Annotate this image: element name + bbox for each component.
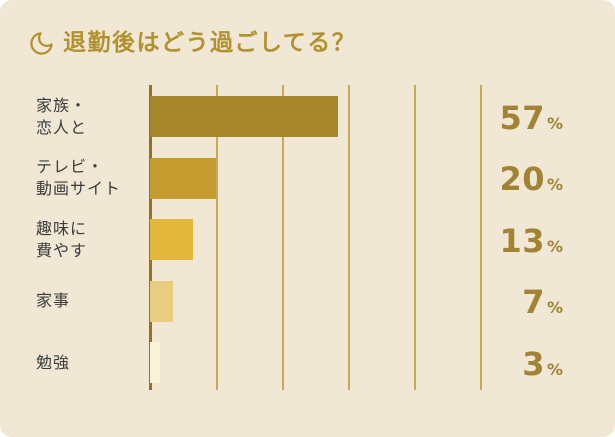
bar-4 <box>150 280 174 322</box>
value-label: 13% <box>443 222 563 260</box>
chart-title: 退勤後はどう過ごしてる？ <box>63 30 357 56</box>
value-number: 20 <box>499 160 545 198</box>
value-number: 3 <box>522 344 545 383</box>
percent-sign: % <box>546 175 563 194</box>
gridline-80 <box>414 85 416 390</box>
crescent-moon-icon <box>28 30 55 57</box>
value-label: 57% <box>443 99 563 137</box>
category-label: 趣味に 費やす <box>36 218 88 260</box>
category-label: テレビ・ 動画サイト <box>36 157 122 198</box>
value-number: 13 <box>499 221 545 260</box>
bar-1 <box>150 96 339 137</box>
category-label: 家事 <box>36 291 71 310</box>
category-label: 家族・ 恋人と <box>36 95 88 137</box>
chart-header: 退勤後はどう過ごしてる？ <box>28 30 356 58</box>
percent-sign: % <box>546 298 563 317</box>
bar-2 <box>150 157 216 199</box>
gridline-100 <box>480 85 482 390</box>
gridline-40 <box>282 85 284 390</box>
percent-sign: % <box>546 359 563 379</box>
percent-sign: % <box>546 113 563 133</box>
bar-5 <box>150 342 160 383</box>
percent-sign: % <box>546 236 563 256</box>
category-label: 勉強 <box>36 352 71 372</box>
gridline-60 <box>348 85 350 390</box>
gridline-20 <box>216 85 218 390</box>
horizontal-bar-chart: 家族・ 恋人と 57% テレビ・ 動画サイト 20% 趣味に 費やす 13% 家事 7% 勉強 3% <box>0 85 615 390</box>
bar-3 <box>150 219 193 260</box>
value-number: 57 <box>499 98 545 137</box>
value-label: 20% <box>443 160 563 198</box>
value-label: 7% <box>443 283 563 321</box>
value-label: 3% <box>443 345 563 383</box>
value-number: 7 <box>522 283 545 321</box>
